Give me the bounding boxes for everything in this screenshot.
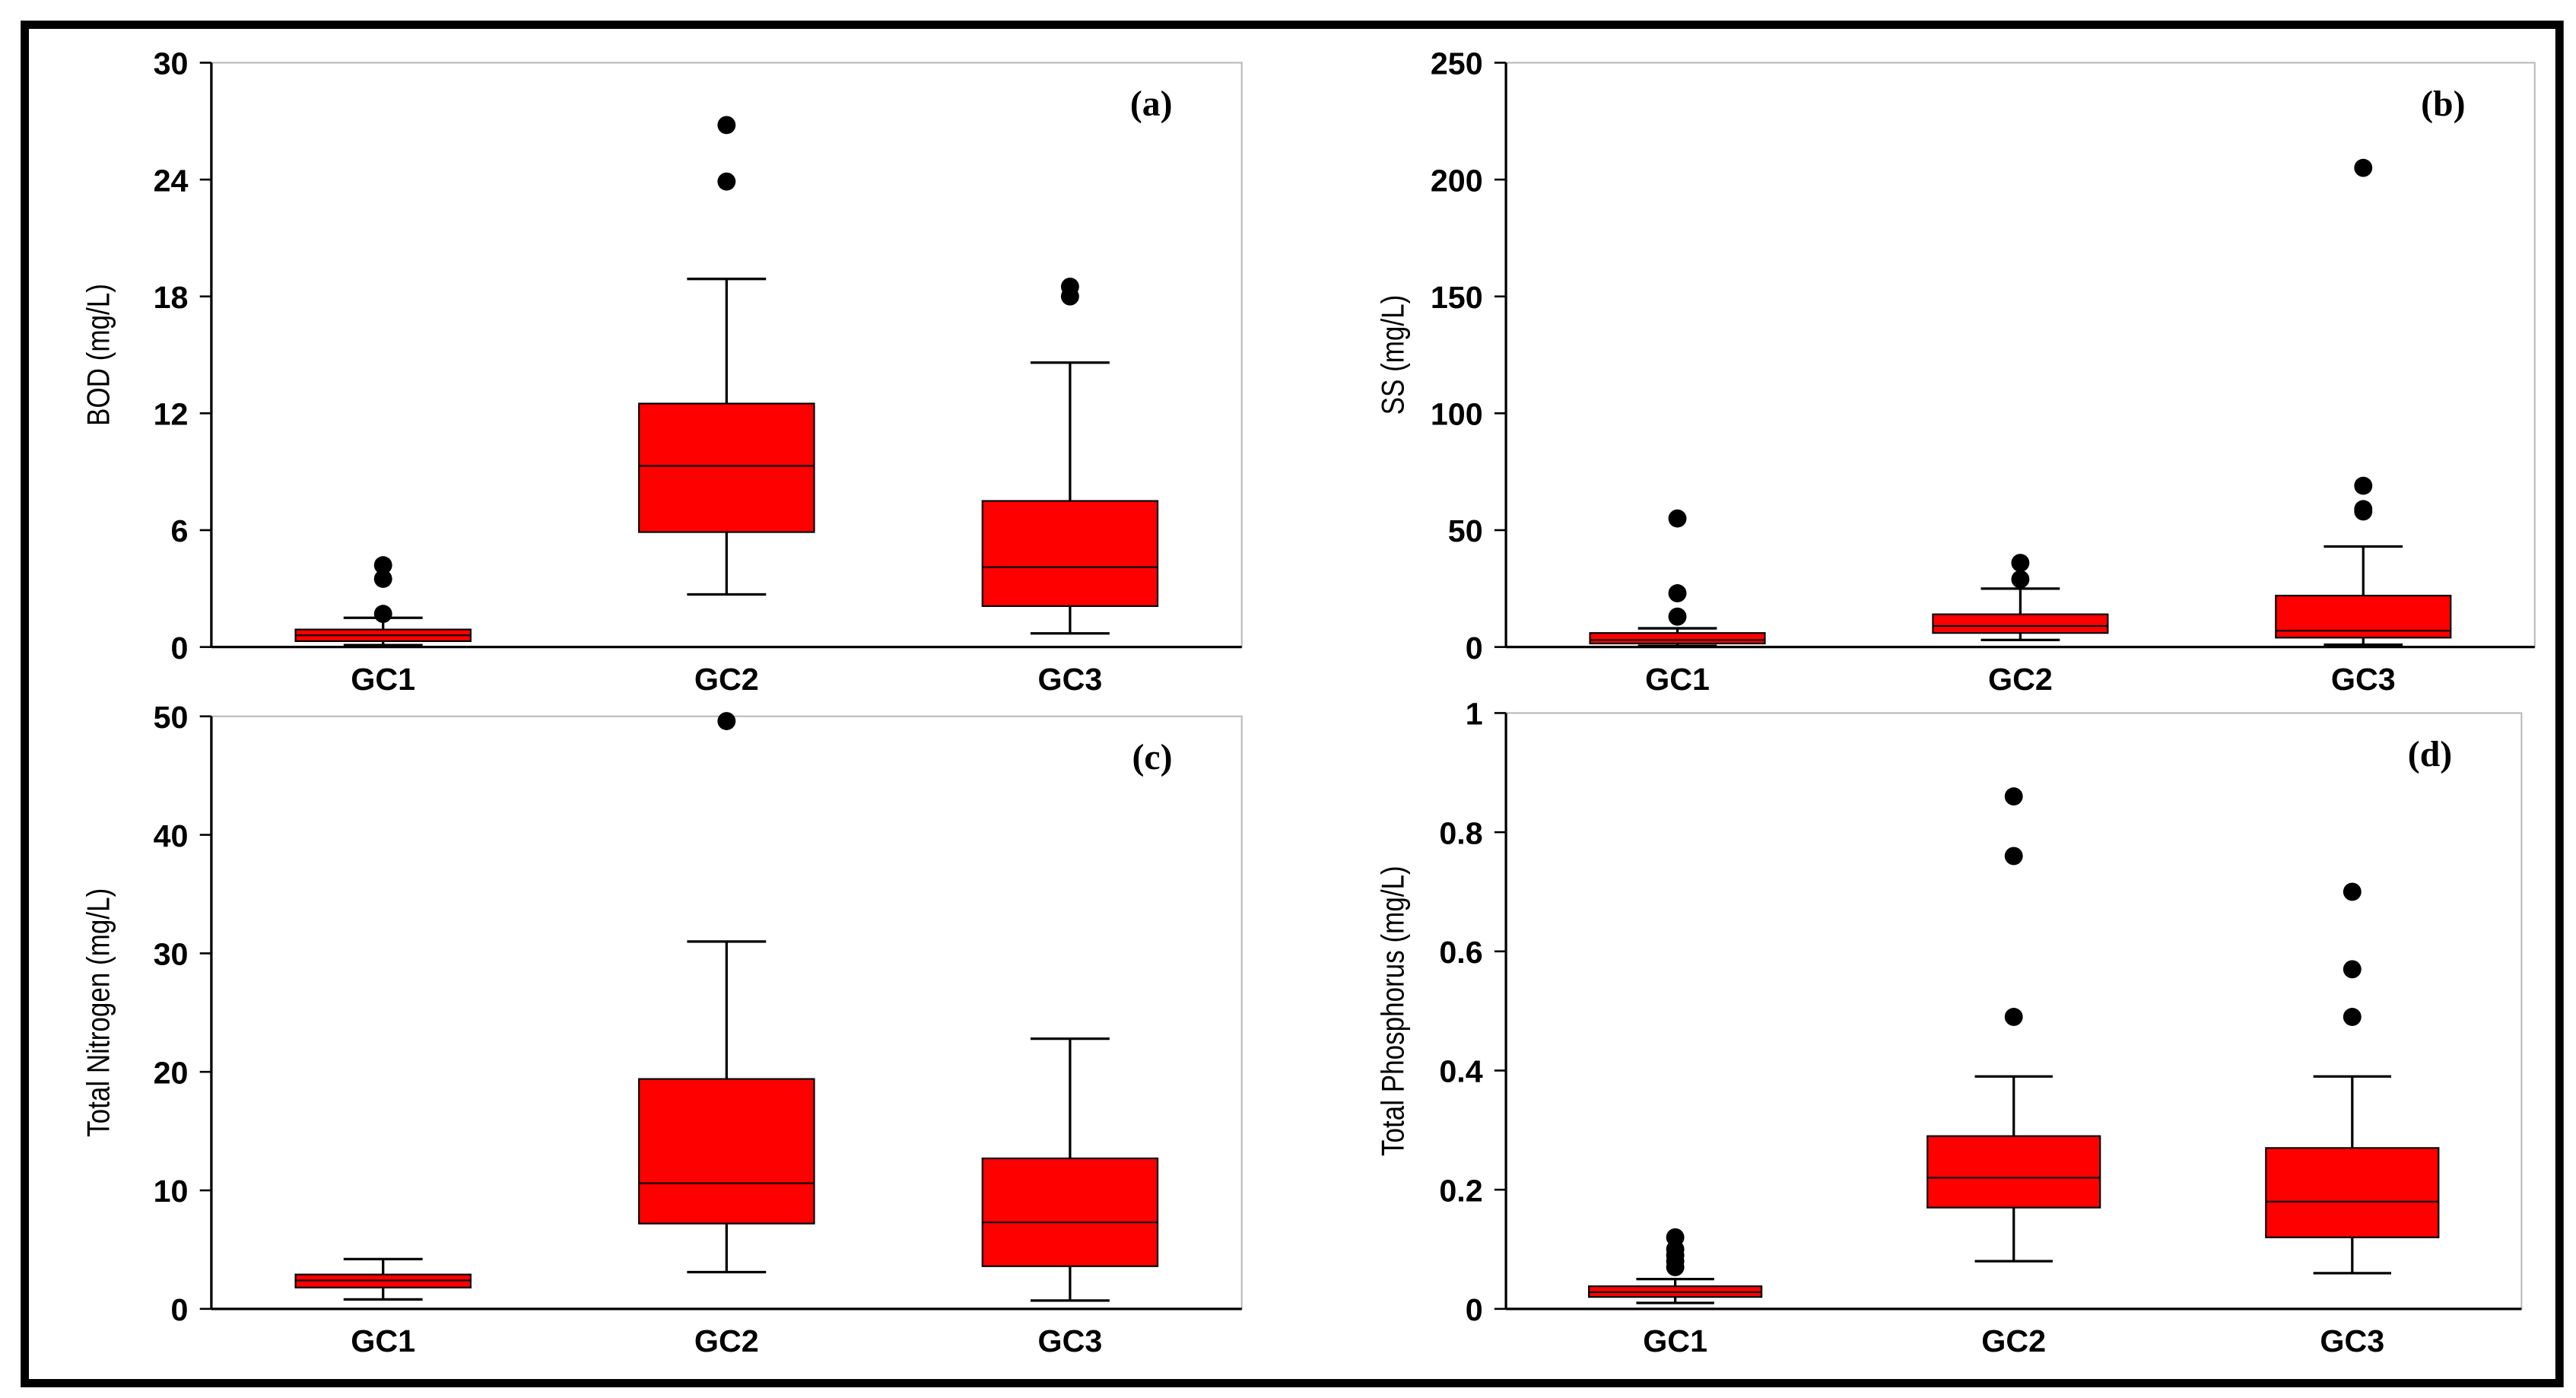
x-tick-label: GC2 [1988, 662, 2053, 697]
outlier [2343, 960, 2362, 979]
y-tick-label: 0.6 [1439, 935, 1482, 970]
outlier [2011, 554, 2030, 572]
x-tick-label: GC3 [1037, 662, 1102, 697]
x-tick-label: GC1 [1645, 662, 1710, 697]
y-tick-label: 0.8 [1439, 815, 1482, 850]
box [1589, 632, 1766, 645]
y-tick-label: 100 [1431, 397, 1483, 432]
panel-label: (d) [2408, 734, 2452, 774]
x-tick-label: GC3 [2331, 662, 2396, 697]
outlier [2004, 847, 2023, 866]
x-tick-label: GC3 [2320, 1323, 2384, 1358]
panel: 0 10 20 30 40 50 Total Nitrogen (mg/L) (c) GC1 GC… [81, 700, 1243, 1358]
outlier [2343, 1008, 2362, 1026]
y-tick-label: 50 [154, 700, 189, 735]
panel: 0 0.2 0.4 0.6 0.8 1 Total Phosphorus (mg/L) (d)… [1376, 697, 2523, 1358]
y-tick-label: 0 [1466, 631, 1483, 666]
y-axis-label: Total Nitrogen (mg/L) [81, 888, 116, 1137]
outlier [2343, 882, 2362, 901]
outlier [2354, 500, 2373, 519]
y-tick-label: 0 [1466, 1292, 1483, 1327]
panel-label: (c) [1132, 737, 1173, 777]
x-tick-label: GC2 [1981, 1323, 2046, 1358]
y-tick-label: 250 [1431, 46, 1483, 81]
y-axis-label: BOD (mg/L) [81, 284, 116, 426]
y-tick-label: 18 [154, 280, 189, 315]
box [1932, 613, 2109, 634]
y-tick-label: 0 [171, 631, 189, 666]
outlier [373, 570, 392, 588]
x-tick-label: GC2 [694, 662, 759, 697]
y-axis-label: Total Phosphorus (mg/L) [1376, 866, 1411, 1156]
outlier [1060, 277, 1079, 296]
y-tick-label: 10 [154, 1174, 189, 1209]
y-tick-label: 6 [171, 513, 189, 548]
outlier [2354, 476, 2373, 495]
x-tick-label: GC1 [351, 1323, 415, 1358]
y-tick-label: 0.2 [1439, 1173, 1482, 1208]
x-tick-label: GC2 [694, 1323, 759, 1358]
box [2265, 1147, 2440, 1238]
y-tick-label: 150 [1431, 280, 1483, 315]
y-tick-label: 40 [154, 818, 189, 853]
y-tick-label: 1 [1466, 697, 1483, 732]
x-tick-label: GC1 [1643, 1323, 1707, 1358]
outlier [1668, 509, 1687, 528]
y-tick-label: 30 [154, 937, 189, 972]
panel-label: (b) [2421, 84, 2465, 124]
box [1926, 1135, 2101, 1209]
outlier [373, 556, 392, 575]
y-tick-label: 0 [171, 1292, 189, 1327]
outlier [2011, 570, 2030, 589]
panel-label: (a) [1130, 84, 1173, 124]
panel: 0 6 12 18 24 30 BOD (mg/L) (a) GC1 GC2 GC3 [81, 46, 1243, 697]
y-tick-label: 20 [154, 1055, 189, 1090]
y-tick-label: 50 [1448, 513, 1483, 548]
outer-frame [21, 21, 2564, 1387]
outlier [2004, 787, 2023, 806]
outlier [717, 172, 736, 191]
outlier [717, 116, 736, 135]
box [981, 500, 1159, 607]
x-tick-label: GC3 [1037, 1323, 1102, 1358]
y-axis-label: SS (mg/L) [1376, 295, 1411, 415]
box [638, 1078, 815, 1225]
outlier [1668, 607, 1687, 626]
y-tick-label: 200 [1431, 163, 1483, 198]
outlier [717, 712, 736, 730]
box [981, 1157, 1159, 1267]
outlier [1668, 584, 1687, 602]
panel: 0 50 100 150 200 250 SS (mg/L) (b) GC1 GC2 GC3 [1376, 46, 2536, 697]
x-tick-label: GC1 [351, 662, 415, 697]
outlier [2354, 158, 2373, 177]
outlier [1666, 1228, 1685, 1247]
y-tick-label: 24 [154, 163, 189, 198]
y-tick-label: 0.4 [1439, 1054, 1482, 1089]
y-tick-label: 12 [154, 397, 189, 432]
outlier [373, 605, 392, 624]
box [638, 402, 815, 533]
outlier [2004, 1008, 2023, 1026]
y-tick-label: 30 [154, 46, 189, 81]
